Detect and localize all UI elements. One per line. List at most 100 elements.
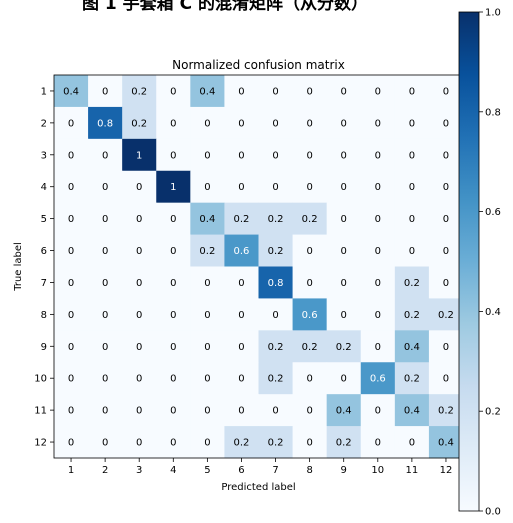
colorbar: [458, 11, 480, 512]
cell-value-label: 0: [170, 278, 176, 289]
matrix-cell-9-12: [428, 330, 464, 363]
matrix-cell-2-3: [122, 106, 157, 140]
matrix-cell-5-12: [428, 202, 464, 235]
cell-value-label: 0: [443, 150, 449, 161]
cell-value-label: 0.2: [268, 342, 284, 353]
matrix-cell-2-12: [428, 106, 464, 140]
matrix-cell-4-12: [428, 170, 464, 204]
cell-value-label: 0: [409, 438, 415, 449]
matrix-cell-6-4: [156, 234, 191, 267]
cell-value-label: 0: [306, 118, 312, 129]
cell-value-label: 0.2: [438, 310, 454, 321]
cell-value-label: 0.2: [336, 342, 352, 353]
matrix-cell-6-11: [394, 234, 430, 267]
matrix-cell-7-2: [88, 266, 123, 299]
cell-value-label: 0: [68, 214, 74, 225]
cell-value-label: 0: [136, 342, 142, 353]
matrix-cell-1-1: [54, 75, 89, 108]
matrix-cell-6-9: [326, 234, 362, 267]
matrix-cell-10-11: [394, 362, 430, 395]
matrix-cell-10-10: [360, 362, 396, 395]
cell-value-label: 0: [409, 246, 415, 257]
matrix-cell-10-12: [428, 362, 464, 395]
matrix-cell-12-4: [156, 426, 191, 459]
matrix-cell-11-3: [122, 394, 157, 427]
x-tick-label: 4: [170, 465, 176, 476]
cell-value-label: 0: [204, 438, 210, 449]
matrix-cell-12-10: [360, 426, 396, 459]
cell-value-label: 0: [375, 214, 381, 225]
matrix-cell-3-9: [326, 138, 362, 172]
cell-value-label: 0: [409, 86, 415, 97]
y-axis-label: True label: [13, 242, 24, 292]
cell-value-label: 0.4: [63, 86, 79, 97]
cell-value-label: 0: [170, 150, 176, 161]
matrix-cell-2-2: [88, 106, 123, 140]
cell-value-label: 0: [238, 86, 244, 97]
cell-value-label: 0: [341, 374, 347, 385]
cell-value-label: 0: [136, 246, 142, 257]
cell-value-label: 0: [68, 406, 74, 417]
cell-value-label: 0: [272, 182, 278, 193]
cell-value-label: 1: [170, 182, 176, 193]
cell-value-label: 0.2: [268, 374, 284, 385]
matrix-cell-3-1: [54, 138, 89, 172]
y-tick-label: 4: [41, 182, 47, 193]
x-tick-label: 2: [102, 465, 108, 476]
matrix-cell-2-11: [394, 106, 430, 140]
cell-value-label: 0: [375, 150, 381, 161]
cell-value-label: 0.4: [438, 438, 454, 449]
cell-value-label: 0: [375, 438, 381, 449]
cell-value-label: 0: [102, 246, 108, 257]
matrix-cell-1-3: [122, 75, 157, 108]
x-tick-label: 1: [68, 465, 74, 476]
colorbar-tick-label: 0.2: [485, 407, 501, 418]
cell-value-label: 0: [204, 182, 210, 193]
matrix-cell-1-2: [88, 75, 123, 108]
matrix-cell-12-2: [88, 426, 123, 459]
cell-value-label: 0.4: [336, 406, 352, 417]
matrix-cell-9-4: [156, 330, 191, 363]
cell-value-label: 0: [136, 182, 142, 193]
cell-value-label: 0: [204, 278, 210, 289]
matrix-cell-4-8: [292, 170, 328, 204]
y-tick-label: 11: [34, 406, 47, 417]
cell-value-label: 0: [170, 438, 176, 449]
cell-value-label: 0: [375, 310, 381, 321]
matrix-cell-4-11: [394, 170, 430, 204]
cell-value-label: 0: [443, 214, 449, 225]
cell-value-label: 0: [443, 182, 449, 193]
cell-value-label: 0: [238, 182, 244, 193]
cell-value-label: 0: [272, 310, 278, 321]
matrix-cell-1-5: [190, 75, 225, 108]
matrix-cell-4-4: [156, 170, 191, 204]
matrix-cell-6-8: [292, 234, 328, 267]
cell-value-label: 0.2: [336, 438, 352, 449]
matrix-cell-11-2: [88, 394, 123, 427]
matrix-cell-3-3: [122, 138, 157, 172]
cell-value-label: 0: [238, 342, 244, 353]
cell-value-label: 0.2: [268, 246, 284, 257]
cell-value-label: 1: [136, 150, 142, 161]
matrix-cell-11-12: [428, 394, 464, 427]
matrix-cell-8-9: [326, 298, 362, 331]
cell-value-label: 0: [68, 438, 74, 449]
matrix-cell-4-2: [88, 170, 123, 204]
x-tick-label: 5: [204, 465, 210, 476]
colorbar-tick-label: 0.4: [485, 307, 501, 318]
matrix-cell-1-4: [156, 75, 191, 108]
cell-value-label: 0: [238, 150, 244, 161]
matrix-cell-12-5: [190, 426, 225, 459]
cell-value-label: 0.2: [199, 246, 215, 257]
matrix-cell-5-10: [360, 202, 396, 235]
cell-value-label: 0: [272, 406, 278, 417]
page-header-title: 图 1 手套箱 C 的混淆矩阵（从分数）: [82, 0, 368, 13]
matrix-cell-7-9: [326, 266, 362, 299]
matrix-cell-4-10: [360, 170, 396, 204]
cell-value-label: 0: [375, 342, 381, 353]
matrix-cell-5-6: [224, 202, 259, 235]
cell-value-label: 0.4: [404, 342, 420, 353]
matrix-cell-9-9: [326, 330, 362, 363]
matrix-cell-5-9: [326, 202, 362, 235]
cell-value-label: 0.6: [302, 310, 318, 321]
